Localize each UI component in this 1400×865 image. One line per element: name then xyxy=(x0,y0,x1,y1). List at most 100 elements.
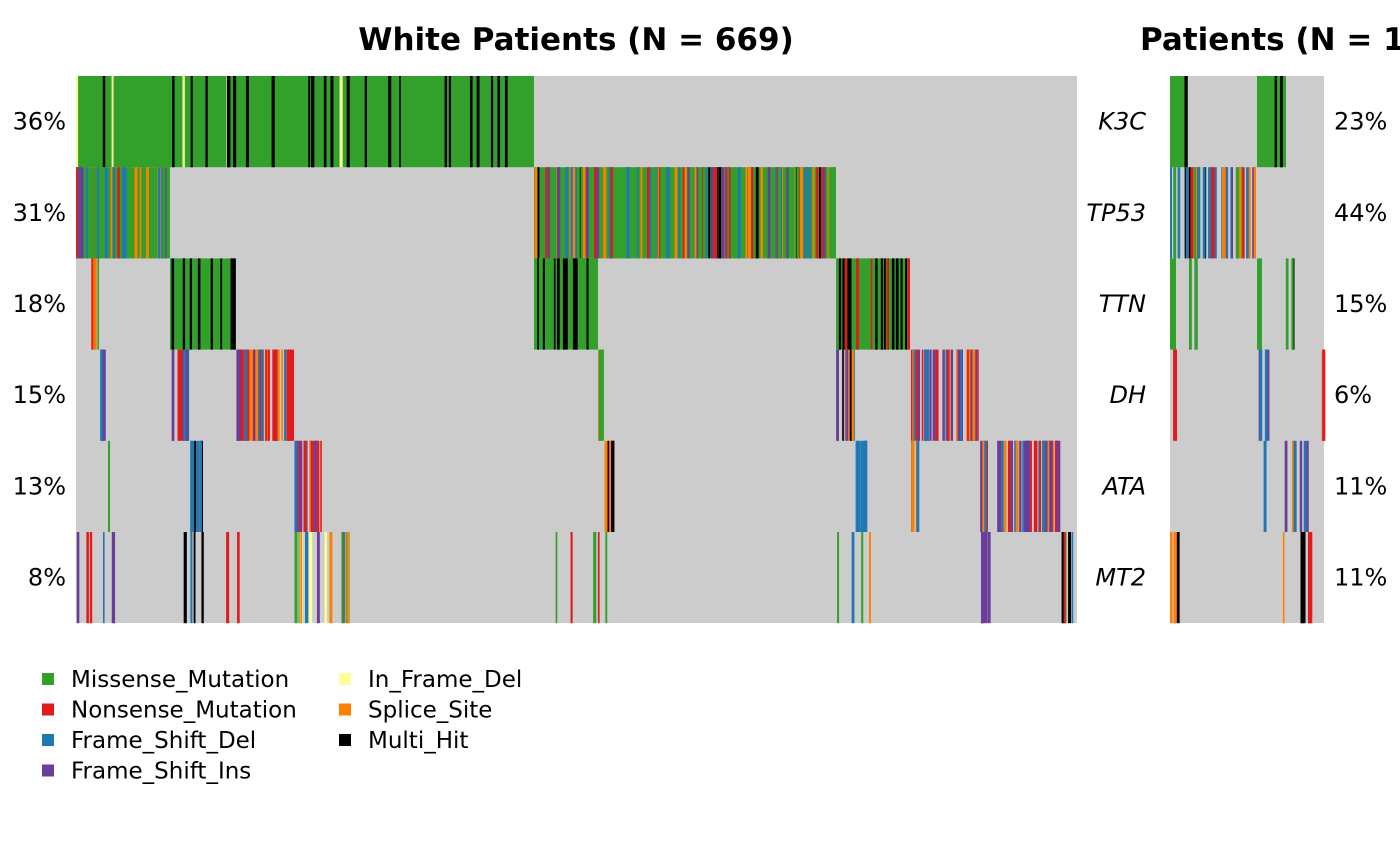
panel-2-mutation-bar xyxy=(1310,532,1313,624)
panel-1-mutation-bar xyxy=(94,258,97,350)
panel-1-mutation-bar xyxy=(908,258,911,350)
panel-1-mutation-bar xyxy=(820,167,824,259)
panel-1-mutation-bar xyxy=(637,167,640,259)
panel-2-row-percentages: 23% 44% 15% 6% 11% 11% xyxy=(1334,108,1387,592)
panel-1-row-percentages: 36% 31% 18% 15% 13% 8% xyxy=(13,108,66,592)
panel-1-mutation-bar xyxy=(955,349,958,441)
panel-1-mutation-bar xyxy=(593,532,597,624)
panel-2-mutation-bar xyxy=(1222,167,1225,259)
panel-1-mutation-bar xyxy=(870,258,873,350)
panel-1-mutation-bar xyxy=(980,440,983,532)
panel-1-mutation-bar xyxy=(144,167,148,259)
panel-1-mutation-bar xyxy=(537,167,540,259)
panel-1-mutation-bar xyxy=(330,76,334,168)
panel-1-mutation-bar xyxy=(226,532,230,624)
panel-1-mutation-block xyxy=(170,258,236,350)
panel-1-mutation-bar xyxy=(134,167,138,259)
panel-1-mutation-bar xyxy=(537,258,539,350)
panel-2-mutation-bar xyxy=(1192,167,1196,259)
panel-1-mutation-bar xyxy=(476,76,480,168)
panel-1-mutation-bar xyxy=(290,349,295,441)
panel-1-mutation-bar xyxy=(259,349,262,441)
panel-2-mutation-block xyxy=(1170,76,1188,168)
row-percentage-label: 15% xyxy=(13,381,66,409)
panel-1-mutation-bar xyxy=(849,349,853,441)
panel-1-mutation-bar xyxy=(775,167,779,259)
panel-1-mutation-bar xyxy=(708,167,711,259)
panel-1-mutation-bar xyxy=(574,167,577,259)
panel-1-mutation-bar xyxy=(194,440,197,532)
panel-1-mutation-bar xyxy=(982,440,985,532)
legend-swatch xyxy=(42,703,54,716)
panel-1-mutation-bar xyxy=(180,349,183,441)
panel-1-mutation-bar xyxy=(146,167,149,259)
legend-swatch xyxy=(42,673,54,685)
panel-1-mutation-bar xyxy=(750,167,753,259)
panel-2-mutation-bar xyxy=(1173,349,1175,441)
panel-1-mutation-bar xyxy=(76,167,79,259)
panel-1-mutation-bar xyxy=(832,167,835,259)
panel-1-mutation-bar xyxy=(300,440,303,532)
panel-1-mutation-bar xyxy=(117,167,120,259)
panel-1-mutation-bar xyxy=(96,167,100,259)
panel-1-mutation-bar xyxy=(794,167,797,259)
panel-1-mutation-bar xyxy=(197,258,201,350)
panel-2-mutation-bar xyxy=(1246,167,1249,259)
panel-1-mutation-bar xyxy=(185,349,188,441)
row-percentage-label: 31% xyxy=(13,199,66,227)
panel-1-mutation-bar xyxy=(294,532,298,624)
panel-1-mutation-block xyxy=(76,76,534,168)
panel-1-mutation-bar xyxy=(580,167,583,259)
panel-1-mutation-bar xyxy=(747,167,751,259)
legend-label: Multi_Hit xyxy=(368,728,468,754)
panel-1-mutation-bar xyxy=(497,76,501,168)
panel-1-mutation-bar xyxy=(917,349,921,441)
panel-1-mutation-bar xyxy=(1054,440,1057,532)
panel-1-mutation-bar xyxy=(837,532,840,624)
panel-1-mutation-bar xyxy=(553,258,556,350)
panel-1-mutation-bar xyxy=(1058,440,1061,532)
row-percentage-label: 15% xyxy=(1334,290,1387,318)
panel-1-mutation-bar xyxy=(196,440,200,532)
panel-1-mutation-bar xyxy=(667,167,670,259)
panel-2-mutation-bar xyxy=(1284,440,1288,532)
panel-1-mutation-bar xyxy=(232,258,236,350)
panel-1-mutation-bar xyxy=(205,76,208,168)
panel-1-mutation-bar xyxy=(240,349,244,441)
panel-1-mutation-bar xyxy=(724,167,728,259)
legend-label: Nonsense_Mutation xyxy=(71,698,297,724)
panel-1-mutation-bar xyxy=(755,167,759,259)
panel-1-mutation-bar xyxy=(233,76,237,168)
panel-1-mutation-bar xyxy=(86,532,89,624)
panel-1-mutation-bar xyxy=(164,167,167,259)
panel-1-mutation-bar xyxy=(575,258,578,350)
panel-2-mutation-bar xyxy=(1194,258,1198,350)
panel-1-mutation-bar xyxy=(190,76,193,168)
panel-1-mutation-bar xyxy=(916,440,920,532)
panel-2-title: Patients (N = 1 xyxy=(1140,22,1400,58)
panel-1-mutation-bar xyxy=(703,167,706,259)
panel-1-mutation-bar xyxy=(985,532,988,624)
panel-1-mutation-bar xyxy=(1063,532,1066,624)
panel-1-mutation-bar xyxy=(777,167,781,259)
panel-1-mutation-bar xyxy=(342,532,345,624)
panel-1-mutation-bar xyxy=(607,440,610,532)
panel-1-mutation-bar xyxy=(78,167,81,259)
panel-1-mutation-bar xyxy=(611,440,615,532)
panel-1-mutation-bar xyxy=(172,349,175,441)
panel-2-mutation-bar xyxy=(1307,532,1311,624)
panel-1-mutation-bar xyxy=(284,349,286,441)
row-percentage-label: 11% xyxy=(1334,472,1387,500)
panel-1-mutation-bar xyxy=(1026,440,1030,532)
panel-1-mutation-bar xyxy=(80,167,84,259)
panel-2-mutation-bar xyxy=(1236,167,1240,259)
panel-1-mutation-bar xyxy=(1068,532,1072,624)
panel-2-mutation-bar xyxy=(1170,532,1173,624)
panel-1-mutation-bar xyxy=(836,349,839,441)
panel-1-mutation-bar xyxy=(629,167,632,259)
panel-1-mutation-bar xyxy=(253,349,256,441)
panel-1-mutation-bar xyxy=(171,258,175,350)
panel-1-mutation-bar xyxy=(102,532,105,624)
panel-1-mutation-bar xyxy=(809,167,812,259)
panel-1-mutation-bar xyxy=(967,349,970,441)
